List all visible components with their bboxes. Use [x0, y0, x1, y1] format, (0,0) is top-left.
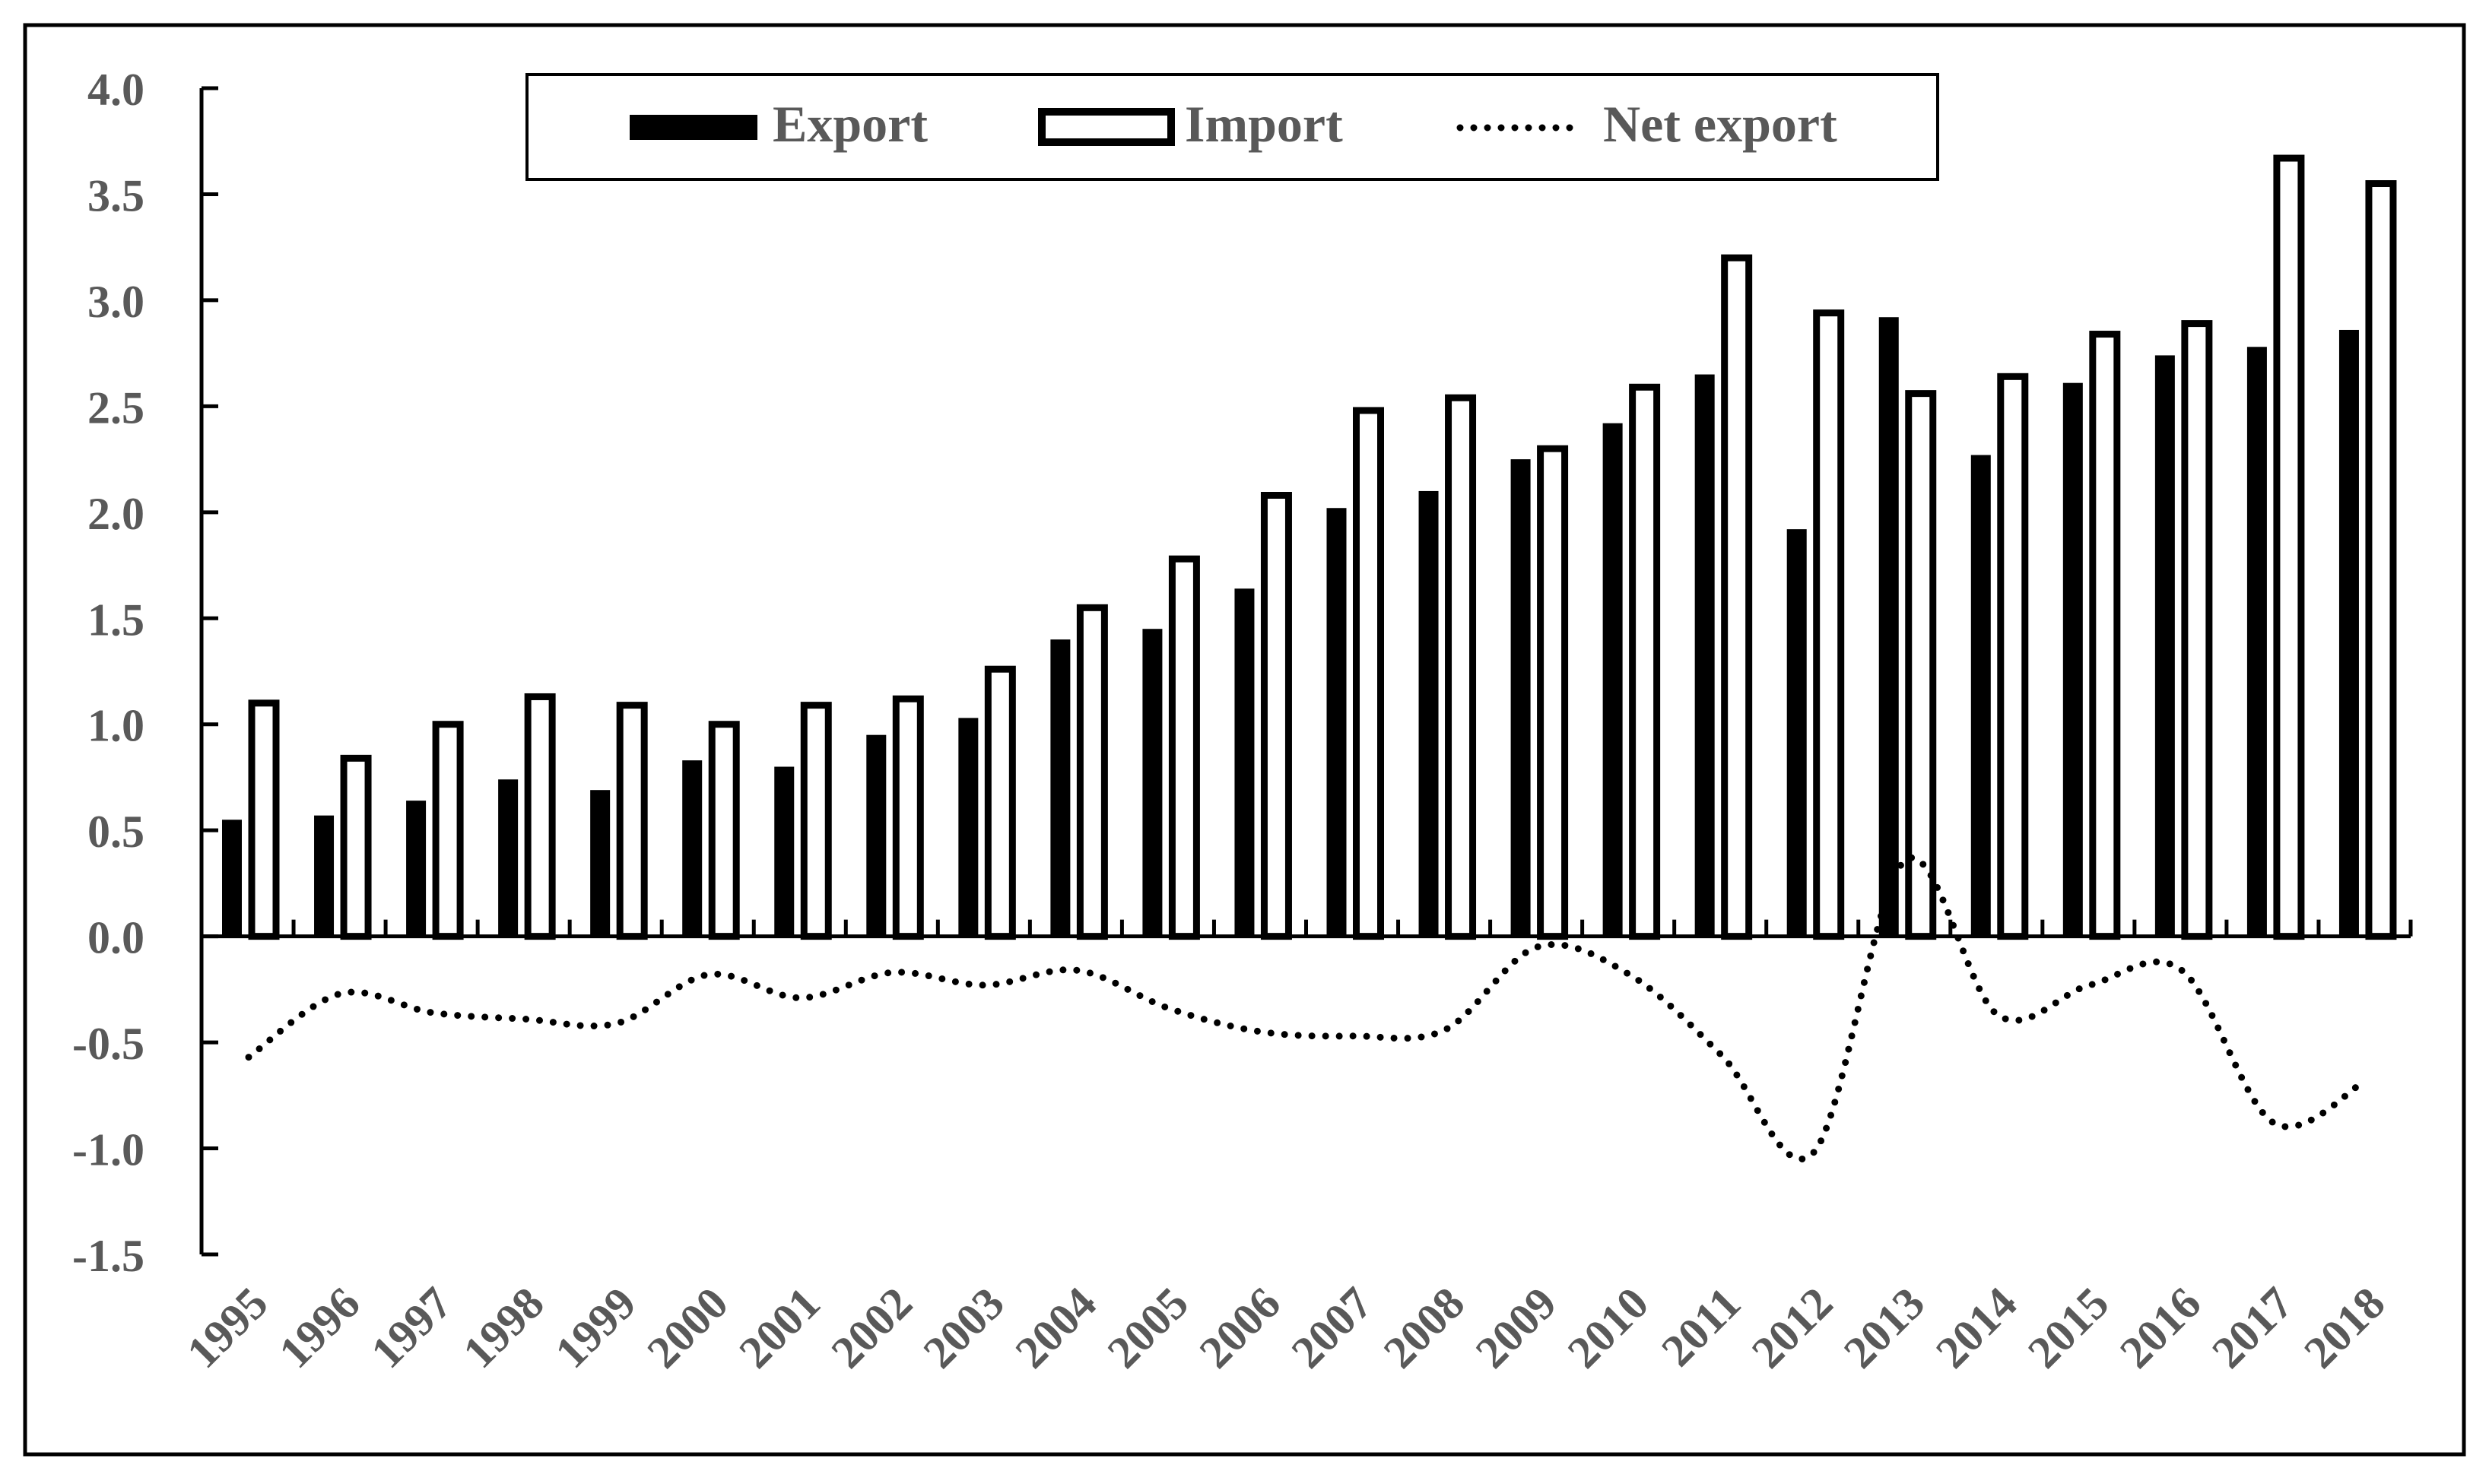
- net-export-line: [245, 854, 2370, 1162]
- y-tick-label: 4.0: [87, 65, 144, 115]
- export-bar: [314, 815, 335, 937]
- import-bar: [2365, 180, 2397, 940]
- export-bar: [1234, 588, 1255, 937]
- y-tick-label: 3.5: [87, 170, 144, 220]
- export-bar: [1510, 459, 1531, 937]
- export-bar: [498, 779, 519, 937]
- y-tick-label: 3.0: [87, 277, 144, 327]
- import-bar: [616, 702, 648, 940]
- import-bar: [248, 699, 280, 940]
- import-bar: [524, 693, 556, 940]
- import-bar: [984, 665, 1016, 940]
- y-tick-label: 1.0: [87, 701, 144, 751]
- import-bar: [1629, 383, 1661, 940]
- export-bar: [958, 718, 979, 937]
- y-tick-label: 0.5: [87, 807, 144, 857]
- import-bar: [1721, 254, 1753, 940]
- legend-box: [525, 73, 1939, 181]
- export-bar: [682, 760, 703, 937]
- bars: [222, 154, 2397, 940]
- export-bar: [1326, 508, 1347, 937]
- import-bar: [2273, 154, 2305, 940]
- export-bar: [1142, 629, 1163, 937]
- import-bar: [1905, 390, 1937, 940]
- y-axis: 4.0 3.5 3.0 2.5 2.0 1.5 1.0 0.5 0.0 -0.5 -1.0 -1.5: [72, 65, 218, 1281]
- import-bar: [432, 721, 464, 940]
- export-bar: [222, 820, 242, 937]
- export-bar: [866, 734, 887, 937]
- import-bar: [340, 754, 372, 940]
- export-bar: [1602, 423, 1623, 937]
- y-tick-label: -0.5: [72, 1019, 144, 1069]
- y-tick-label: -1.0: [72, 1125, 144, 1175]
- import-bar: [1813, 309, 1845, 940]
- export-bar: [1050, 639, 1071, 937]
- export-bar: [2246, 347, 2267, 937]
- legend-label-export: Export: [773, 95, 928, 153]
- legend-label-import: Import: [1185, 95, 1343, 153]
- import-bar: [892, 695, 924, 940]
- import-bar: [1076, 604, 1108, 940]
- export-bar: [2338, 329, 2359, 937]
- import-bar: [1997, 373, 2029, 940]
- export-bar: [2154, 355, 2175, 937]
- export-bar: [1786, 529, 1807, 937]
- legend: Export Import Net export: [525, 73, 1939, 181]
- import-bar: [1168, 555, 1200, 940]
- export-bar: [2062, 382, 2083, 937]
- y-tick-label: 2.0: [87, 489, 144, 539]
- export-bar: [406, 801, 427, 937]
- import-bar: [1260, 492, 1292, 940]
- legend-swatch-export: [630, 115, 757, 140]
- export-bar: [1970, 455, 1991, 937]
- import-bar: [1353, 407, 1384, 940]
- y-tick-label: 0.0: [87, 913, 144, 963]
- export-bar: [1418, 490, 1439, 937]
- import-bar: [2181, 320, 2213, 940]
- import-bar: [708, 721, 740, 940]
- export-bar: [774, 766, 795, 937]
- y-tick-label: 2.5: [87, 382, 144, 433]
- y-tick-label: 1.5: [87, 595, 144, 645]
- import-bar: [1445, 394, 1477, 940]
- legend-label-net-export: Net export: [1603, 95, 1837, 153]
- import-bar: [2089, 331, 2121, 940]
- y-tick-label: -1.5: [72, 1231, 144, 1281]
- export-bar: [1878, 317, 1899, 937]
- export-bar: [590, 790, 611, 937]
- import-bar: [800, 702, 832, 940]
- import-bar: [1537, 445, 1569, 940]
- net-export-line-group: [245, 854, 2370, 1162]
- export-bar: [1694, 374, 1715, 937]
- legend-swatch-import: [1038, 108, 1175, 146]
